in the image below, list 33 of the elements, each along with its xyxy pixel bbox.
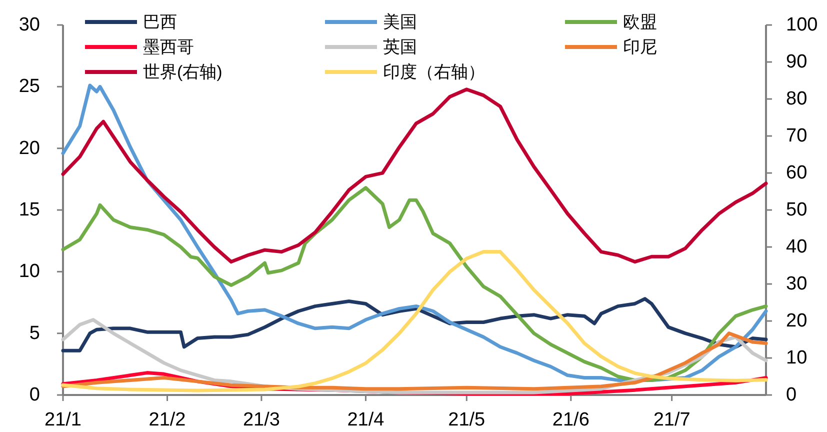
y-tick-label: 0	[29, 384, 40, 406]
y2-tick-label: 10	[786, 348, 808, 368]
x-tick-label: 21/4	[347, 410, 385, 430]
legend-label: 美国	[383, 12, 417, 32]
legend-label: 英国	[383, 38, 417, 56]
legend-label: 印度（右轴）	[383, 62, 485, 82]
x-tick-label: 21/1	[44, 410, 82, 430]
x-tick-label: 21/7	[653, 410, 690, 430]
y-tick-label: 15	[18, 200, 40, 220]
x-tick-label: 21/5	[448, 410, 486, 430]
legend-label: 巴西	[143, 12, 177, 32]
y2-tick-label: 0	[786, 384, 797, 406]
legend-label: 墨西哥	[143, 38, 194, 56]
y-tick-label: 10	[18, 261, 40, 282]
x-tick-label: 21/2	[148, 410, 186, 430]
y-tick-label: 30	[18, 14, 40, 36]
y2-tick-label: 100	[786, 14, 818, 36]
y2-tick-label: 30	[786, 274, 808, 294]
y2-tick-label: 60	[786, 162, 808, 184]
y-tick-label: 25	[18, 76, 40, 98]
legend-label: 世界(右轴)	[143, 62, 222, 82]
y2-tick-label: 70	[786, 126, 808, 146]
y-tick-label: 20	[18, 138, 40, 159]
x-tick-label: 21/3	[242, 410, 280, 430]
legend-label: 印尼	[623, 38, 657, 56]
y-tick-label: 5	[29, 322, 40, 344]
y2-tick-label: 90	[786, 52, 808, 72]
y2-tick-label: 80	[786, 88, 808, 110]
legend-label: 欧盟	[623, 12, 657, 32]
y2-tick-label: 20	[786, 310, 808, 332]
y2-tick-label: 50	[786, 200, 808, 220]
x-tick-label: 21/6	[552, 410, 590, 430]
y2-tick-label: 40	[786, 236, 808, 258]
